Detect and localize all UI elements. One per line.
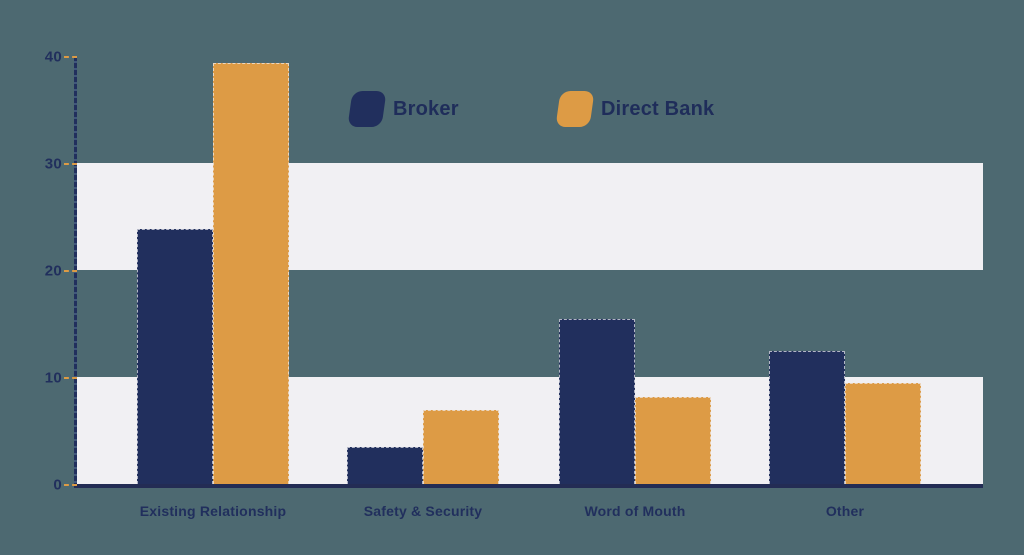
y-tick-label-30: 30 xyxy=(44,155,62,173)
legend-item-broker: Broker xyxy=(347,90,459,128)
y-tick-label-0: 0 xyxy=(53,476,62,494)
y-tick-dash-10 xyxy=(64,377,77,379)
y-tick-dash-20 xyxy=(64,270,77,272)
y-tick-dash-30 xyxy=(64,163,77,165)
y-tick-dash-40 xyxy=(64,56,77,58)
bar-broker-word-of-mouth xyxy=(559,319,635,484)
legend-swatch-broker xyxy=(347,91,387,127)
category-label-3: Word of Mouth xyxy=(584,503,686,519)
category-label-4: Other xyxy=(825,503,865,519)
bar-direct-bank-word-of-mouth xyxy=(635,397,711,484)
category-label-1: Existing Relationship xyxy=(139,503,287,519)
y-tick-label-10: 10 xyxy=(44,369,62,387)
legend-label-direct-bank: Direct Bank xyxy=(601,97,715,120)
legend-item-direct-bank: Direct Bank xyxy=(555,90,715,128)
y-tick-label-20: 20 xyxy=(44,262,62,280)
bar-direct-bank-existing-relationship xyxy=(213,63,289,484)
category-label-2: Safety & Security xyxy=(363,503,483,519)
bar-direct-bank-safety-security xyxy=(423,410,499,484)
bar-broker-safety-security xyxy=(347,447,423,484)
legend: Broker Direct Bank xyxy=(0,90,1024,128)
legend-label-broker: Broker xyxy=(393,97,459,120)
bar-broker-other xyxy=(769,351,845,484)
bar-direct-bank-other xyxy=(845,383,921,484)
x-axis-line xyxy=(74,484,983,488)
y-tick-label-40: 40 xyxy=(44,48,62,66)
bar-broker-existing-relationship xyxy=(137,229,213,484)
y-tick-dash-0 xyxy=(64,484,77,486)
legend-swatch-direct-bank xyxy=(555,91,595,127)
